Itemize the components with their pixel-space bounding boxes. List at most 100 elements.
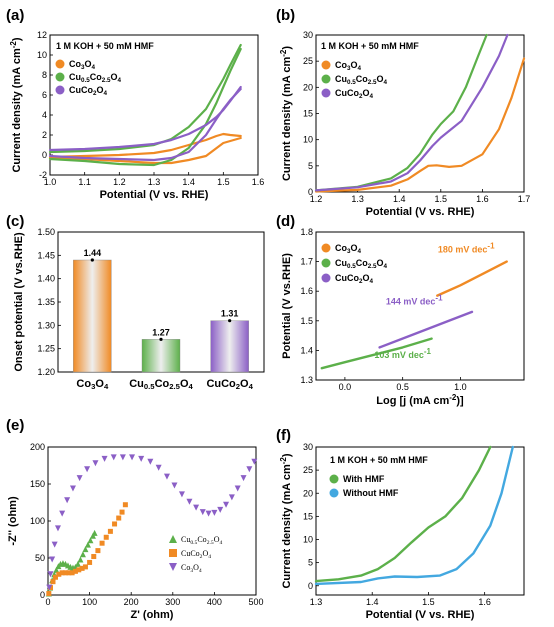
y-tick-label: 20 [303,82,313,92]
series-line-Without HMF [314,445,514,586]
legend-label: Co3O4 [181,563,202,574]
series-line-Co3O4-backward [48,136,242,165]
data-point-Co3O4 [186,498,193,505]
y-tick-label: 0 [308,187,313,197]
y-tick-label: 2 [42,130,47,140]
panel-label-e: (e) [6,417,24,434]
y-tick-label: 6 [42,90,47,100]
legend-label: Co3O4 [335,243,362,255]
x-tick-label: 300 [165,597,180,607]
data-point-Cu0.5Co2.5O4 [53,566,60,573]
y-tick-label: 100 [30,516,45,526]
legend-label: Without HMF [343,488,399,498]
data-point-CuCo2O4 [76,567,82,573]
series-line-Co3O4 [314,57,526,193]
bar [141,339,181,373]
legend-marker [329,474,339,484]
y-tick-label: 10 [37,50,47,60]
data-point-CuCo2O4 [56,571,62,577]
data-point-Co3O4 [101,455,108,462]
chart-panel-d: 0.0 0.5 1.0 1.3 1.4 1.5 1.6 1.7 1.8 Co3O4 Cu0.5Co2… [281,227,525,407]
bar [210,320,249,373]
legend-marker [321,88,331,98]
x-tick-label: 1.3 [148,177,161,187]
y-tick-label: 1.7 [300,257,313,267]
y-tick-label: -2 [39,170,47,180]
data-point-CuCo2O4 [99,540,105,546]
x-tick-label: 1.6 [478,597,491,607]
data-point-Co3O4 [110,454,117,461]
data-point-Co3O4 [223,501,230,508]
data-point-CuCo2O4 [103,534,109,540]
y-tick-label: 25 [303,56,313,66]
data-point-Co3O4 [46,584,53,591]
series-line-Co3O4-forward [48,132,242,159]
y-tick-label: 15 [303,511,313,521]
annotation-text: 1 M KOH + 50 mM HMF [56,41,154,51]
legend-marker [321,258,331,268]
y-tick-label: 8 [42,70,47,80]
data-point-Co3O4 [59,510,66,517]
data-point-Co3O4 [69,485,76,492]
x-tick-label: 1.3 [310,597,323,607]
data-point-Co3O4 [246,466,253,473]
category-label: Cu0.5Co2.5O4 [129,378,193,391]
data-point-Co3O4 [49,556,56,563]
data-point-CuCo2O4 [79,565,85,571]
data-point-CuCo2O4 [50,579,56,585]
series-line-CuCo2O4-backward [48,87,242,162]
y-axis-label: Potential (V vs.RHE) [281,253,293,359]
legend-label: CuCo2O4 [335,88,374,100]
y-tick-label: 1.6 [300,286,313,296]
data-point-Co3O4 [228,494,235,501]
data-point-CuCo2O4 [112,521,118,527]
x-axis-label: Potential (V vs. RHE) [366,206,475,218]
data-point-CuCo2O4 [52,574,58,580]
legend-label: Co3O4 [69,59,96,71]
series-line-CuCo2O4 [314,33,509,192]
data-point-CuCo2O4 [82,564,88,570]
y-tick-label: 0 [42,150,47,160]
panel-label-b: (b) [276,7,295,24]
x-tick-label: 1.4 [182,177,195,187]
data-point-CuCo2O4 [95,548,101,554]
series-line-Cu0.5Co2.5O4 [314,33,488,192]
panel-label-f: (f) [276,427,291,444]
legend-marker [321,74,331,84]
chart-panel-c: 1.20 1.25 1.30 1.35 1.40 1.45 1.50 1.44 Co3O4 1.2… [13,227,265,391]
data-point-Co3O4 [147,458,154,465]
data-point-Co3O4 [211,509,218,516]
data-point-Co3O4 [193,504,200,511]
data-point-Co3O4 [51,541,58,548]
legend-label: With HMF [343,474,385,484]
x-tick-label: 1.2 [113,177,126,187]
bar-value-label: 1.31 [221,309,239,319]
data-point-Cu0.5Co2.5O4 [87,537,94,544]
y-tick-label: 50 [35,553,45,563]
y-axis-label: Current density (mA cm-2) [9,37,23,172]
data-point-Co3O4 [119,454,126,461]
bar-value-marker [228,319,232,323]
data-point-Co3O4 [251,458,258,465]
x-axis-label: Log [j (mA cm-2)] [376,393,464,407]
category-label: Co3O4 [76,378,109,391]
series-line-Cu0.5Co2.5O4-backward [48,47,242,167]
data-point-Co3O4 [171,482,178,489]
x-tick-label: 400 [207,597,222,607]
data-point-CuCo2O4 [116,515,122,521]
y-tick-label: 0 [40,590,45,600]
y-tick-label: 150 [30,479,45,489]
data-point-CuCo2O4 [66,570,72,576]
x-tick-label: 1.5 [435,194,448,204]
chart-panel-f: 1.3 1.4 1.5 1.6 0 5 10 15 20 25 30 1 M KOH + 50 mM … [279,442,525,621]
x-tick-label: 1.7 [518,194,531,204]
panel-label-c: (c) [6,213,24,230]
y-tick-label: 1.20 [37,367,55,377]
y-tick-label: 1.25 [37,344,55,354]
data-point-CuCo2O4 [72,568,78,574]
x-tick-label: 0 [45,597,50,607]
data-point-CuCo2O4 [59,570,65,576]
x-tick-label: 1.6 [476,194,489,204]
x-axis-label: Z' (ohm) [131,609,174,621]
